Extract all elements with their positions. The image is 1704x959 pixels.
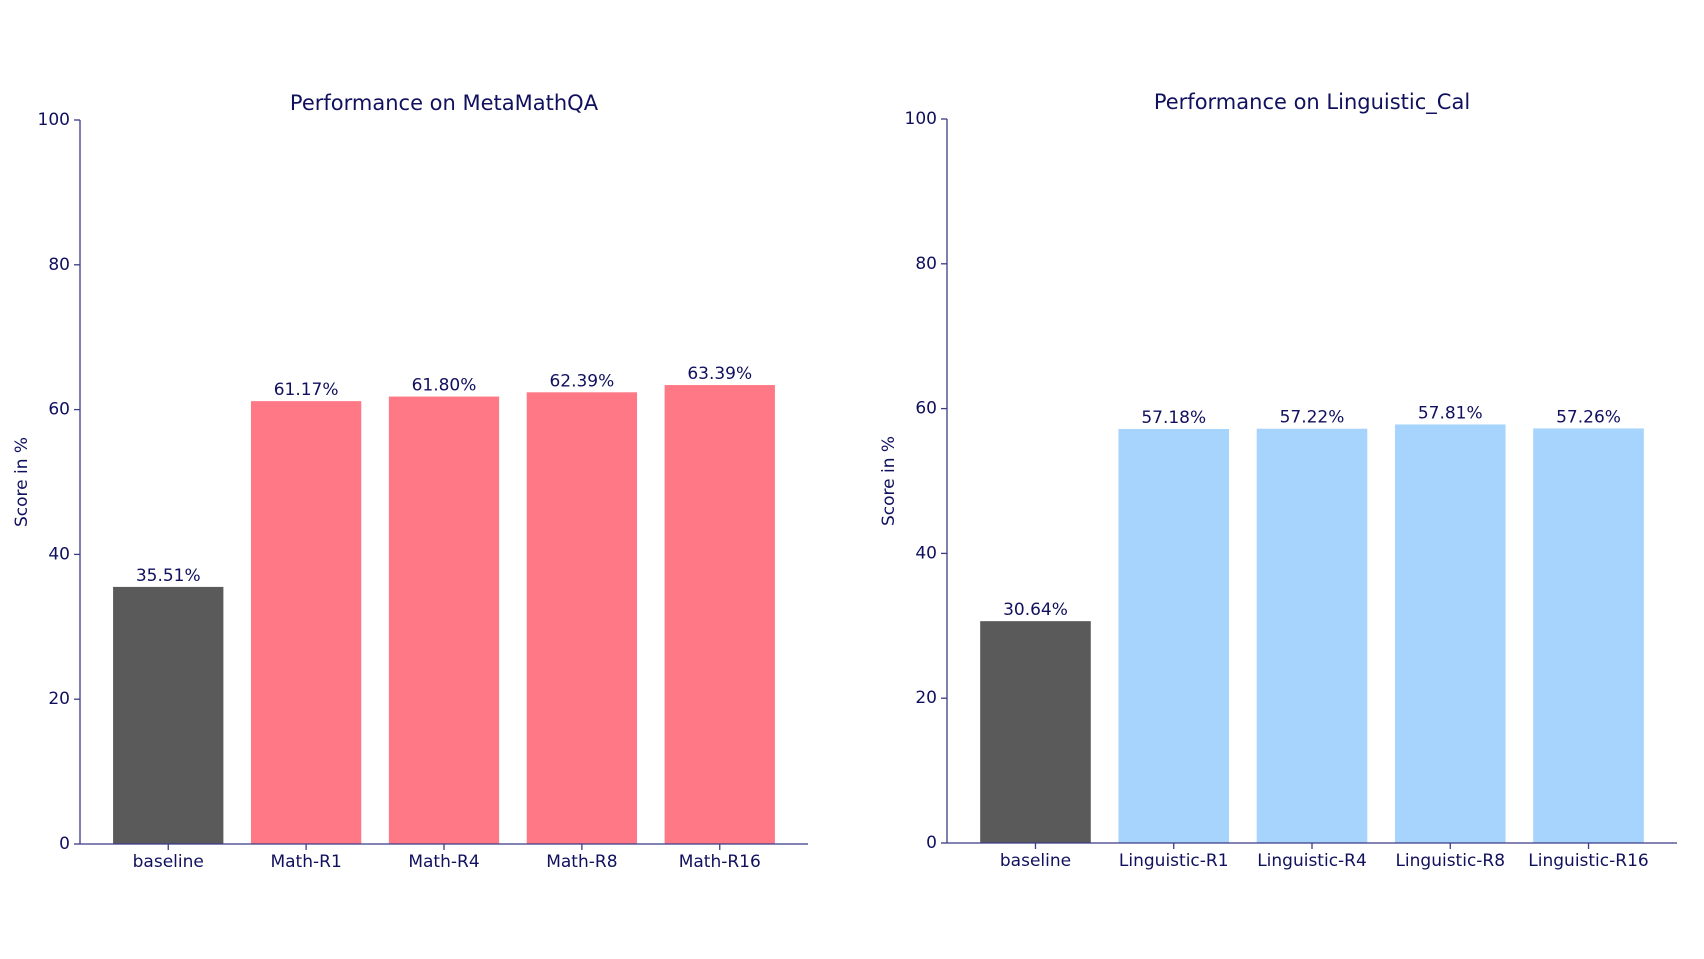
bar	[1256, 428, 1368, 843]
y-axis-label: Score in %	[879, 436, 899, 526]
y-tick-label: 40	[48, 544, 70, 564]
x-tick-label: Linguistic-R16	[1528, 851, 1648, 871]
x-tick-label: Linguistic-R4	[1257, 851, 1367, 871]
y-tick-label: 20	[915, 688, 937, 708]
y-tick-label: 80	[915, 254, 937, 274]
value-label: 57.18%	[1141, 408, 1206, 428]
value-label: 61.80%	[412, 376, 477, 396]
bar	[980, 621, 1091, 843]
y-tick-label: 0	[926, 833, 937, 853]
bar	[388, 396, 500, 844]
value-label: 35.51%	[136, 566, 201, 586]
value-label: 61.17%	[274, 380, 339, 400]
x-tick-label: Linguistic-R1	[1119, 851, 1229, 871]
y-tick-label: 100	[38, 110, 70, 130]
value-label: 63.39%	[687, 364, 752, 384]
bar	[526, 392, 638, 844]
y-tick-label: 100	[905, 109, 937, 129]
y-tick-label: 80	[48, 255, 70, 275]
chart-title: Performance on Linguistic_Cal	[1154, 90, 1470, 115]
x-tick-label: Math-R4	[408, 852, 479, 872]
x-tick-label: Math-R8	[546, 852, 617, 872]
y-tick-label: 20	[48, 689, 70, 709]
value-label: 30.64%	[1003, 600, 1068, 620]
x-tick-label: Math-R16	[679, 852, 761, 872]
value-label: 57.22%	[1280, 408, 1345, 428]
bar	[664, 385, 775, 844]
x-tick-label: Math-R1	[270, 852, 341, 872]
y-tick-label: 0	[59, 834, 70, 854]
bar	[1394, 424, 1506, 843]
y-axis-label: Score in %	[12, 437, 32, 527]
value-label: 57.81%	[1418, 403, 1483, 423]
bar	[250, 401, 362, 844]
x-tick-label: baseline	[133, 852, 204, 872]
y-tick-label: 60	[915, 399, 937, 419]
bar	[1533, 428, 1644, 843]
value-label: 62.39%	[549, 371, 614, 391]
x-tick-label: baseline	[1000, 851, 1071, 871]
y-tick-label: 60	[48, 400, 70, 420]
y-tick-label: 40	[915, 543, 937, 563]
bar	[1118, 429, 1230, 843]
value-label: 57.26%	[1556, 407, 1621, 427]
chart-title: Performance on MetaMathQA	[290, 91, 599, 115]
bar	[113, 586, 224, 844]
x-tick-label: Linguistic-R8	[1395, 851, 1505, 871]
